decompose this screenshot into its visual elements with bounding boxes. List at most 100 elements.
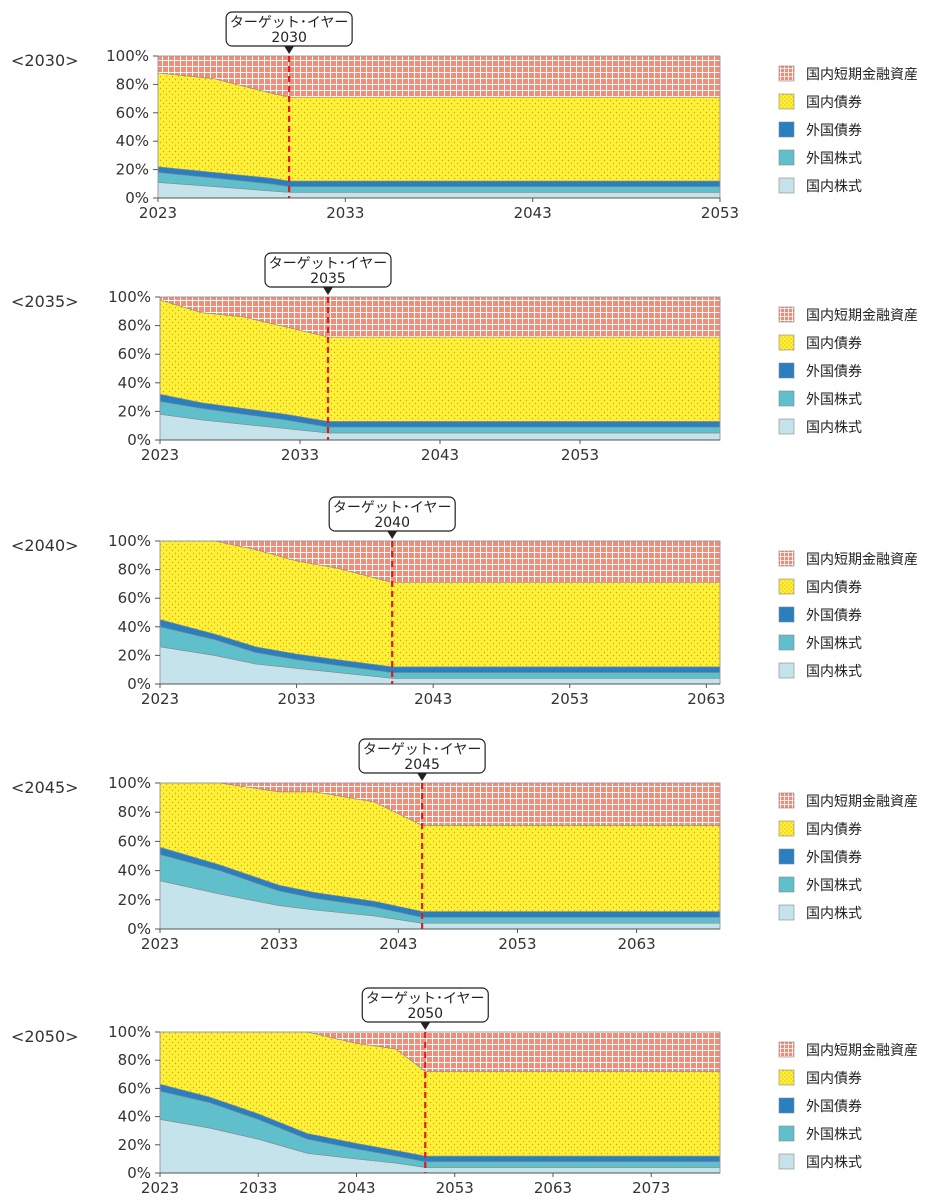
legend-swatch [778,390,795,407]
callout-line1: ターゲット･イヤー [269,256,388,272]
legend-label: 外国株式 [806,1127,862,1143]
y-tick-label: 40% [118,374,151,392]
legend-label: 外国債券 [806,364,862,380]
callout-line1: ターゲット･イヤー [230,15,349,31]
panel-label: <2035> [11,292,79,311]
callout-line2: 2050 [407,1006,443,1022]
legend-swatch [778,606,795,623]
legend-label: 国内債券 [806,95,862,111]
y-tick-label: 80% [118,1051,151,1069]
y-tick-label: 100% [108,532,151,550]
panel-label: <2050> [11,1027,79,1046]
y-tick-label: 60% [118,1079,151,1097]
x-tick-label: 2073 [632,1179,670,1197]
y-tick-label: 60% [118,345,151,363]
x-tick-label: 2053 [436,1179,474,1197]
legend-label: 国内債券 [806,1071,862,1087]
x-tick-label: 2053 [551,690,589,708]
legend-swatch [778,662,795,679]
legend-label: 外国株式 [806,636,862,652]
panel-label: <2045> [11,778,79,797]
legend-swatch [778,578,795,595]
x-tick-label: 2053 [498,935,536,953]
legend-label: 国内短期金融資産 [806,552,918,568]
legend-label: 国内短期金融資産 [806,794,918,810]
x-tick-label: 2033 [260,935,298,953]
y-tick-label: 100% [106,47,149,65]
legend-swatch [778,149,795,166]
callout-pointer [284,46,295,54]
callout-pointer [323,287,333,295]
legend-swatch [778,904,795,921]
y-tick-label: 0% [127,675,151,693]
legend-swatch [778,1097,795,1114]
x-tick-label: 2023 [139,204,177,222]
x-tick-label: 2033 [277,690,315,708]
legend-swatch [778,177,795,194]
chart-panel-2: 0% 20% 40% 60% 80% 100% 2023 2033 2043 2053 <2035>… [11,252,918,464]
callout-pointer [420,1022,431,1030]
legend-swatch [778,334,795,351]
legend-label: 国内債券 [806,580,862,596]
legend-swatch [778,634,795,651]
legend-label: 外国株式 [806,878,862,894]
legend-label: 外国債券 [806,1099,862,1115]
y-tick-label: 100% [108,288,151,306]
y-tick-label: 0% [127,1164,151,1182]
y-tick-label: 0% [125,189,149,207]
x-tick-label: 2023 [141,690,179,708]
y-tick-label: 60% [118,589,151,607]
y-tick-label: 60% [118,832,151,850]
legend-swatch [778,362,795,379]
legend-label: 国内債券 [806,336,862,352]
legend-label: 外国債券 [806,608,862,624]
legend-swatch [778,306,795,323]
x-tick-label: 2053 [701,204,739,222]
y-tick-label: 40% [118,618,151,636]
x-tick-label: 2033 [281,446,319,464]
callout-pointer [387,531,398,539]
callout-line1: ターゲット･イヤー [366,991,485,1007]
legend-label: 外国株式 [806,151,862,167]
legend-swatch [778,848,795,865]
chart-panel-4: 0% 20% 40% 60% 80% 100% 2023 2033 2043 2053 2063 <2… [11,738,918,953]
legend-label: 外国債券 [806,123,862,139]
y-tick-label: 60% [116,104,149,122]
y-tick-label: 100% [108,1023,151,1041]
y-tick-label: 80% [118,317,151,335]
legend-label: 国内株式 [806,906,862,922]
panel-label: <2040> [11,536,79,555]
panel-label: <2030> [11,51,79,70]
x-tick-label: 2063 [534,1179,572,1197]
x-tick-label: 2043 [337,1179,375,1197]
y-tick-label: 80% [118,803,151,821]
callout-line2: 2045 [404,757,440,773]
y-tick-label: 20% [116,161,149,179]
legend-swatch [778,65,795,82]
legend-swatch [778,550,795,567]
y-tick-label: 80% [116,75,149,93]
x-tick-label: 2023 [141,935,179,953]
legend-swatch [778,820,795,837]
x-tick-label: 2033 [239,1179,277,1197]
legend-label: 国内株式 [806,179,862,195]
x-tick-label: 2033 [326,204,364,222]
y-tick-label: 40% [118,1108,151,1126]
y-tick-label: 0% [127,920,151,938]
x-tick-label: 2063 [618,935,656,953]
x-tick-label: 2023 [141,446,179,464]
legend-swatch [778,792,795,809]
legend-swatch [778,1153,795,1170]
callout-line1: ターゲット･イヤー [363,742,482,758]
callout-line2: 2040 [374,515,410,531]
legend-label: 国内債券 [806,822,862,838]
legend-label: 国内株式 [806,664,862,680]
legend-label: 国内短期金融資産 [806,67,918,83]
legend-label: 国内短期金融資産 [806,308,918,324]
